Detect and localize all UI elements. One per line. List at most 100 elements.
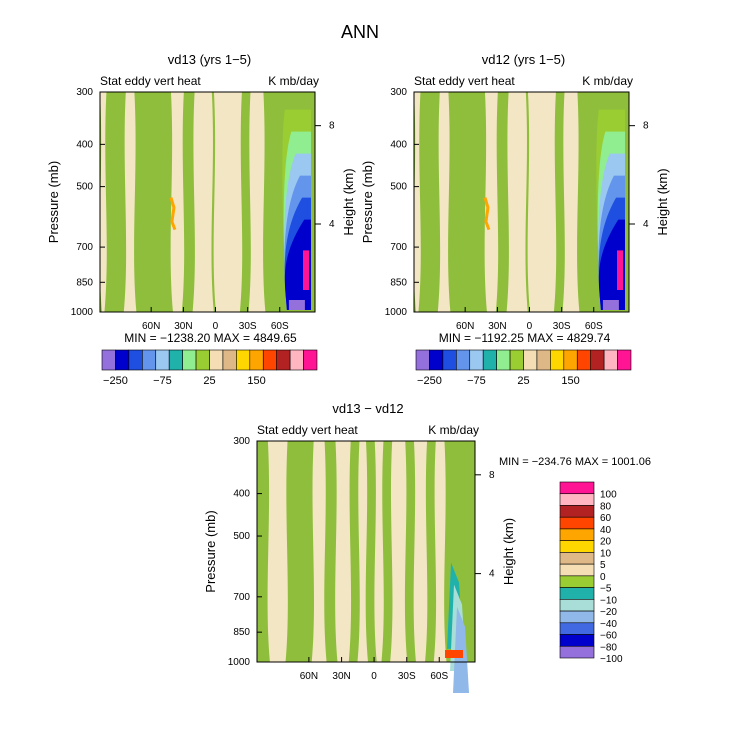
latitude-tick-label: 30N: [174, 321, 192, 332]
tan-region: [311, 441, 327, 662]
colorbar-label: −80: [600, 642, 617, 653]
plot-frame: [256, 440, 476, 663]
colorbar-label: −75: [467, 375, 486, 387]
variable-name: Stat eddy vert heat: [257, 423, 358, 437]
colorbar-swatch: [482, 349, 497, 371]
latitude-tick-label: 60N: [142, 321, 160, 332]
tan-region: [267, 441, 288, 662]
tan-region: [390, 441, 408, 662]
colorbar-swatch: [469, 349, 484, 371]
colorbar-swatch: [559, 528, 595, 541]
colorbar-swatch: [115, 349, 130, 371]
colorbar-label: −250: [417, 375, 442, 387]
pressure-tick-label: 500: [390, 182, 407, 193]
colorbar-swatch: [559, 552, 595, 565]
colorbar-label: 150: [247, 375, 265, 387]
tan-region: [562, 92, 580, 312]
colorbar-label: 100: [600, 490, 617, 501]
panel-title: vd12 (yrs 1−5): [482, 52, 565, 67]
colorbar-swatch: [222, 349, 237, 371]
colorbar-label: −10: [600, 595, 617, 606]
colorbar-swatch: [182, 349, 197, 371]
pressure-tick-label: 1000: [71, 307, 94, 318]
colorbar-swatch: [249, 349, 264, 371]
variable-name: Stat eddy vert heat: [414, 74, 515, 88]
chart-panel-p2: vd12 (yrs 1−5) Stat eddy vert heat K mb/da…: [360, 52, 670, 387]
latitude-tick-label: 0: [527, 321, 533, 332]
pressure-tick-label: 1000: [385, 307, 408, 318]
colorbar-swatch: [509, 349, 524, 371]
colorbar-swatch: [429, 349, 444, 371]
height-tick-label: 8: [643, 121, 649, 132]
colorbar-swatch: [276, 349, 291, 371]
colorbar-label: 0: [600, 572, 606, 583]
tan-region: [335, 441, 352, 662]
tan-region: [357, 441, 368, 662]
local-contour: [169, 197, 177, 231]
latitude-tick-label: 30S: [239, 321, 257, 332]
colorbar-swatch: [303, 349, 318, 371]
y2-axis-label: Height (km): [341, 168, 356, 235]
pressure-tick-label: 500: [233, 531, 250, 542]
tan-region: [99, 92, 107, 312]
variable-name: Stat eddy vert heat: [100, 74, 201, 88]
colorbar-label: −100: [600, 654, 623, 665]
colorbar-swatch: [559, 575, 595, 588]
colorbar-swatch: [262, 349, 277, 371]
pressure-tick-label: 400: [233, 489, 250, 500]
latitude-tick-label: 30N: [332, 671, 350, 682]
colorbar-swatch: [559, 540, 595, 553]
pressure-tick-label: 400: [390, 139, 407, 150]
pressure-tick-label: 850: [390, 277, 407, 288]
pressure-tick-label: 700: [76, 242, 93, 253]
colorbar-swatch: [168, 349, 183, 371]
y-axis-label: Pressure (mb): [360, 161, 375, 243]
colorbar-swatch: [576, 349, 591, 371]
y-axis-label: Pressure (mb): [203, 510, 218, 592]
colorbar-swatch: [590, 349, 605, 371]
latitude-tick-label: 30N: [488, 321, 506, 332]
colorbar-swatch: [128, 349, 143, 371]
pressure-tick-label: 300: [233, 436, 250, 447]
tan-region: [123, 92, 137, 312]
min-max-text: MIN = −234.76 MAX = 1001.06: [499, 456, 651, 468]
y2-axis-label: Height (km): [655, 168, 670, 235]
min-max-text: MIN = −1192.25 MAX = 4829.74: [439, 331, 611, 345]
height-tick-label: 8: [489, 470, 495, 481]
colorbar-label: 25: [203, 375, 215, 387]
tan-region: [433, 441, 447, 662]
latitude-tick-label: 0: [213, 321, 219, 332]
colorbar-label: −5: [600, 584, 612, 595]
latitude-tick-label: 60S: [430, 671, 448, 682]
colorbar-swatch: [456, 349, 471, 371]
colorbar-swatch: [559, 505, 595, 518]
plot-frame: [99, 91, 316, 313]
colorbar-swatch: [155, 349, 170, 371]
colorbar-swatch: [442, 349, 457, 371]
colorbar-label: 10: [600, 548, 612, 559]
colorbar-label: 20: [600, 537, 612, 548]
tan-region: [248, 92, 266, 312]
pressure-tick-label: 1000: [228, 657, 251, 668]
colorbar-label: 25: [517, 375, 529, 387]
tan-region: [506, 92, 528, 312]
colorbar-swatch: [617, 349, 632, 371]
colorbar-swatch: [603, 349, 618, 371]
chart-panel-p1: vd13 (yrs 1−5) Stat eddy vert heat K mb/da…: [46, 52, 356, 387]
colorbar-label: 40: [600, 525, 612, 536]
colorbar-label: 150: [561, 375, 579, 387]
tan-region: [527, 92, 557, 312]
min-max-text: MIN = −1238.20 MAX = 4849.65: [124, 331, 297, 345]
height-tick-label: 4: [329, 219, 335, 230]
colorbar-label: 5: [600, 560, 606, 571]
latitude-tick-label: 30S: [553, 321, 571, 332]
latitude-tick-label: 60N: [300, 671, 318, 682]
latitude-tick-label: 0: [371, 671, 377, 682]
colorbar-label: −40: [600, 619, 617, 630]
colorbar-swatch: [563, 349, 578, 371]
colorbar-swatch: [236, 349, 251, 371]
colorbar-label: 80: [600, 501, 612, 512]
tan-region: [170, 92, 185, 312]
y-axis-label: Pressure (mb): [46, 161, 61, 243]
